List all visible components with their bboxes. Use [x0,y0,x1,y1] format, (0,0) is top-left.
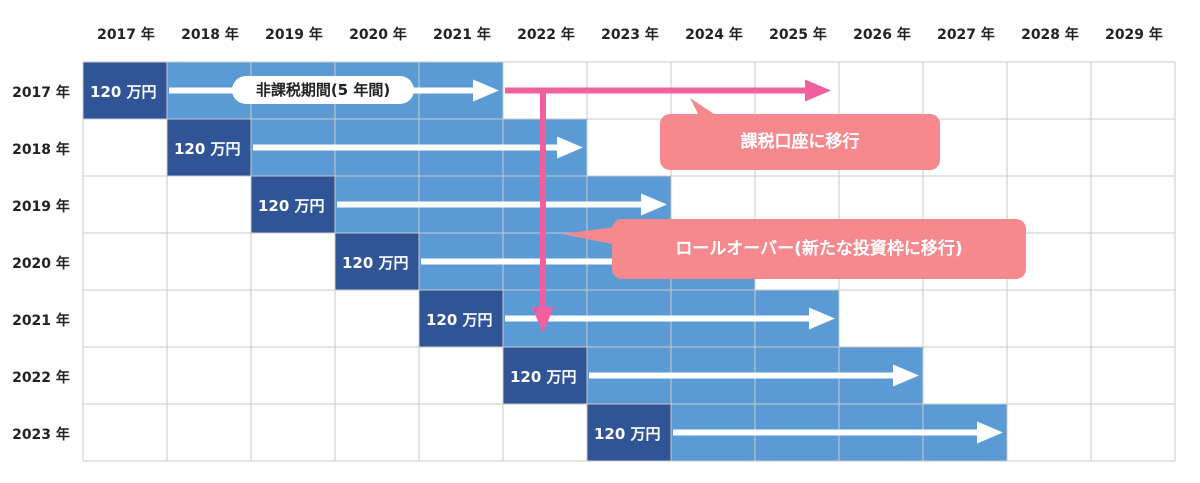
col-header: 2022 年 [517,27,575,43]
tax-free-period-label: 非課税期間(5 年間) [232,76,414,104]
rollover-callout: ロールオーバー(新たな投資枠に移行) [612,219,1026,279]
col-header: 2027 年 [937,27,995,43]
row-header: 2018 年 [12,142,70,158]
row-header: 2020 年 [12,256,70,272]
amount-label: 120 万円 [174,140,241,158]
col-header: 2018 年 [181,27,239,43]
col-header: 2028 年 [1021,27,1079,43]
white-arrow-head [641,193,667,216]
white-arrow-head [473,79,499,102]
white-arrow-head [893,364,919,387]
amount-label: 120 万円 [342,254,409,272]
pink-arrow-head [532,307,554,333]
white-arrow-head [809,307,835,330]
row-header: 2023 年 [12,427,70,443]
callout-pointer [690,98,720,118]
investment-cell [335,233,419,290]
col-header: 2019 年 [265,27,323,43]
pink-arrow-head [805,79,831,102]
amount-label: 120 万円 [510,368,577,386]
white-arrow-head [557,136,583,159]
amount-label: 120 万円 [594,425,661,443]
col-header: 2023 年 [601,27,659,43]
investment-cell [83,62,167,119]
row-header: 2021 年 [12,313,70,329]
investment-cell [587,404,671,461]
amount-label: 120 万円 [90,83,157,101]
white-arrow-head [977,421,1003,444]
amount-label: 120 万円 [258,197,325,215]
row-header: 2022 年 [12,370,70,386]
row-header: 2019 年 [12,199,70,215]
amount-label: 120 万円 [426,311,493,329]
investment-cell [251,176,335,233]
taxable-transfer-callout: 課税口座に移行 [660,114,940,170]
investment-cell [503,347,587,404]
investment-cell [419,290,503,347]
col-header: 2026 年 [853,27,911,43]
col-header: 2020 年 [349,27,407,43]
col-header: 2021 年 [433,27,491,43]
col-header: 2024 年 [685,27,743,43]
row-header: 2017 年 [12,85,70,101]
col-header: 2017 年 [97,27,155,43]
col-header: 2029 年 [1105,27,1163,43]
investment-cell [167,119,251,176]
callout-pointer [562,226,622,246]
col-header: 2025 年 [769,27,827,43]
